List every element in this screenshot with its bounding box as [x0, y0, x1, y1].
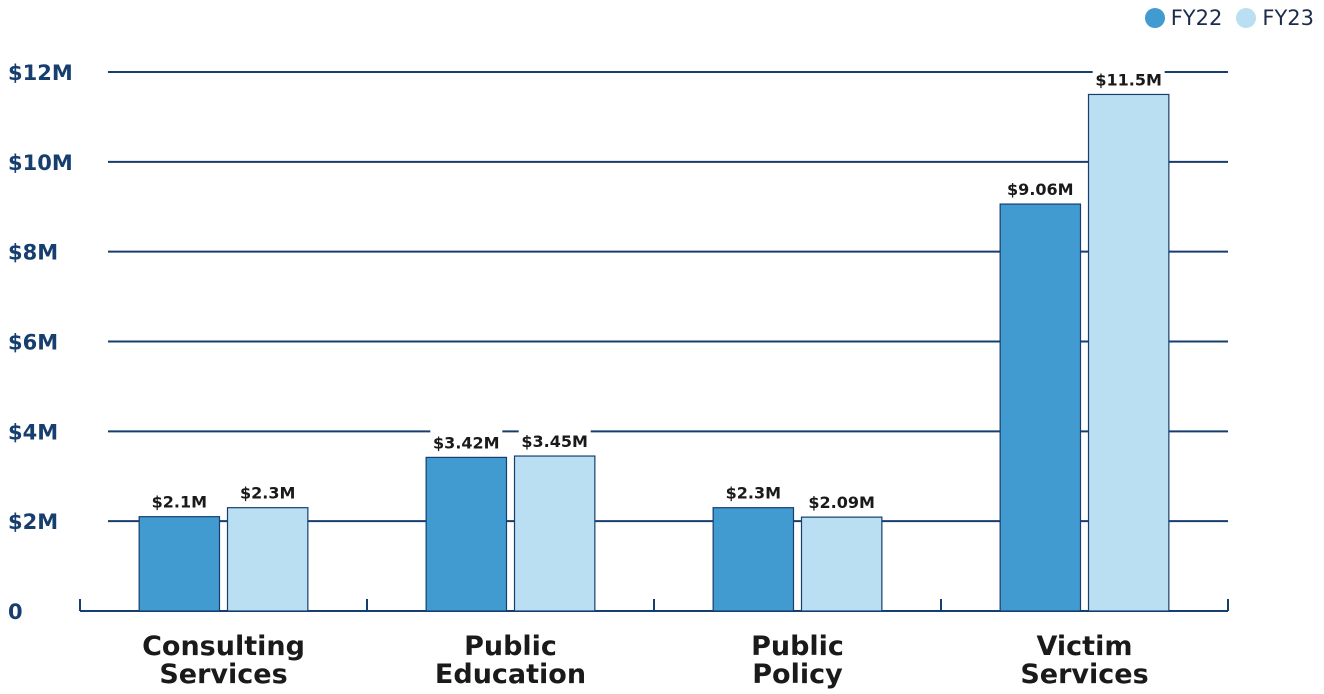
bar-value-label: $2.1M	[152, 493, 207, 512]
x-category-label: Public	[751, 631, 844, 662]
bar	[800, 516, 883, 612]
legend: FY22 FY23	[1144, 6, 1314, 30]
bar	[425, 456, 508, 612]
bar-value-label: $2.3M	[726, 484, 781, 503]
bar	[712, 507, 795, 612]
bar	[1087, 93, 1170, 612]
x-category-label: Consulting	[142, 631, 305, 662]
x-category-label: Public	[464, 631, 557, 662]
legend-label-fy22: FY22	[1170, 6, 1223, 30]
bar-value-label: $11.5M	[1095, 70, 1162, 89]
y-tick-label: $8M	[8, 241, 58, 265]
bar-value-label: $2.3M	[240, 484, 295, 503]
bar-label-backdrop	[722, 479, 785, 504]
x-category-label: Policy	[752, 659, 843, 690]
bar-label-backdrop	[1004, 176, 1077, 201]
bar-label-backdrop	[1092, 66, 1165, 91]
bar-value-label: $3.42M	[433, 433, 500, 452]
bar-label-backdrop	[236, 479, 299, 504]
bar-value-label: $2.09M	[808, 493, 875, 512]
legend-item-fy23: FY23	[1236, 6, 1314, 30]
legend-label-fy23: FY23	[1262, 6, 1314, 30]
y-tick-label: $4M	[8, 420, 58, 444]
legend-item-fy22: FY22	[1144, 6, 1223, 30]
x-category-label: Education	[435, 659, 586, 690]
bar	[513, 455, 596, 612]
x-category-label: Services	[159, 659, 287, 690]
legend-swatch-fy22	[1144, 8, 1165, 28]
bar	[138, 516, 221, 612]
x-category-label: Victim	[1037, 631, 1133, 662]
x-category-label: Services	[1020, 659, 1148, 690]
bar-label-backdrop	[518, 428, 591, 453]
bar-value-label: $3.45M	[521, 432, 588, 451]
y-tick-label: $2M	[8, 510, 58, 534]
legend-swatch-fy23	[1236, 8, 1257, 28]
y-tick-label: $6M	[8, 331, 58, 355]
y-tick-label: $10M	[8, 151, 73, 175]
bar-label-backdrop	[805, 489, 878, 514]
bar-value-label: $9.06M	[1007, 180, 1074, 199]
bar	[999, 203, 1082, 612]
y-tick-label: 0	[8, 600, 23, 624]
y-tick-label: $12M	[8, 61, 73, 85]
bar-label-backdrop	[148, 488, 211, 513]
bar-label-backdrop	[430, 429, 503, 454]
bar	[226, 507, 309, 612]
